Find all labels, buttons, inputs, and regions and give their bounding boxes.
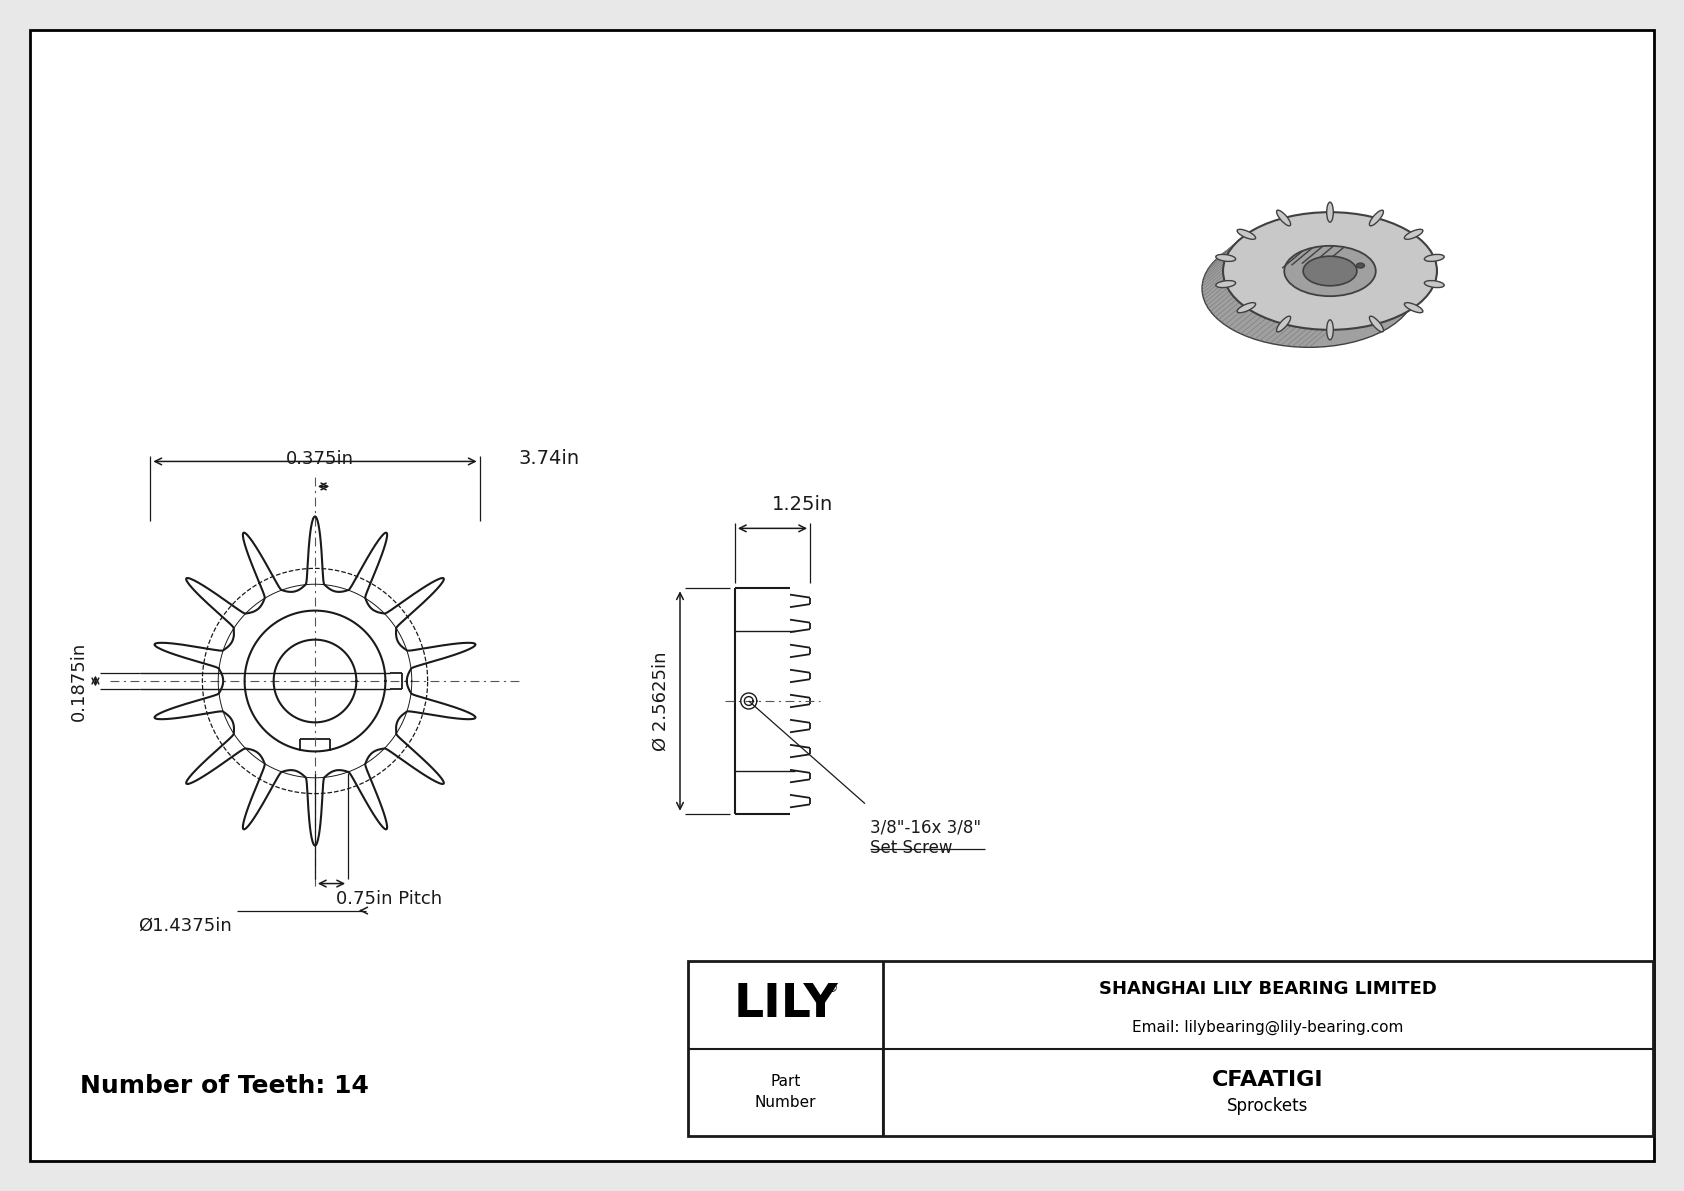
Ellipse shape: [1327, 320, 1334, 339]
Ellipse shape: [1238, 303, 1256, 313]
Ellipse shape: [1404, 303, 1423, 313]
Ellipse shape: [1369, 316, 1384, 332]
Ellipse shape: [1276, 316, 1290, 332]
Ellipse shape: [1303, 256, 1357, 286]
Text: 0.375in: 0.375in: [286, 450, 354, 468]
Text: Ø 2.5625in: Ø 2.5625in: [652, 651, 670, 750]
Bar: [689, 961, 1654, 1136]
Ellipse shape: [1238, 230, 1256, 239]
Text: SHANGHAI LILY BEARING LIMITED: SHANGHAI LILY BEARING LIMITED: [1100, 980, 1436, 998]
Text: Part
Number: Part Number: [754, 1074, 817, 1110]
Text: ®: ®: [825, 983, 837, 996]
Ellipse shape: [1425, 281, 1445, 287]
Ellipse shape: [1216, 255, 1236, 261]
Ellipse shape: [1202, 230, 1416, 348]
Ellipse shape: [1285, 245, 1376, 297]
Ellipse shape: [1223, 212, 1436, 330]
Text: CFAATIGI: CFAATIGI: [1212, 1071, 1324, 1090]
Ellipse shape: [1357, 263, 1364, 268]
Ellipse shape: [1216, 281, 1236, 287]
Ellipse shape: [1369, 210, 1384, 226]
Text: 0.75in Pitch: 0.75in Pitch: [337, 890, 443, 908]
Text: LILY: LILY: [733, 983, 839, 1028]
Text: 1.25in: 1.25in: [771, 495, 834, 515]
Ellipse shape: [1425, 255, 1445, 261]
Text: 3/8"-16x 3/8"
Set Screw: 3/8"-16x 3/8" Set Screw: [871, 818, 982, 858]
Text: 0.1875in: 0.1875in: [69, 642, 88, 721]
Text: Sprockets: Sprockets: [1228, 1097, 1308, 1115]
Text: Number of Teeth: 14: Number of Teeth: 14: [81, 1074, 369, 1098]
Text: Ø1.4375in: Ø1.4375in: [138, 917, 232, 935]
Text: Email: lilybearing@lily-bearing.com: Email: lilybearing@lily-bearing.com: [1132, 1019, 1404, 1035]
Ellipse shape: [1327, 202, 1334, 223]
Text: 3.74in: 3.74in: [519, 449, 579, 468]
Ellipse shape: [1276, 210, 1290, 226]
Ellipse shape: [1404, 230, 1423, 239]
